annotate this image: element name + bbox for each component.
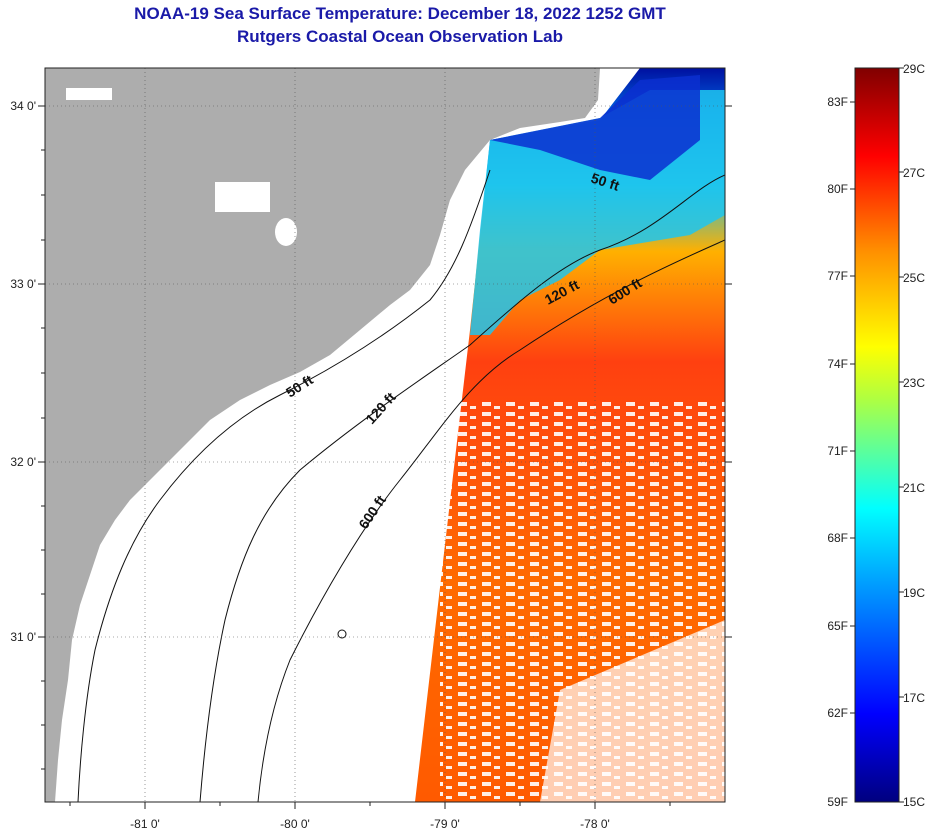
inland-water (275, 218, 297, 246)
colorbar-c-label: 27C (903, 166, 925, 180)
colorbar (854, 67, 900, 803)
colorbar-c-label: 17C (903, 691, 925, 705)
colorbar-c-label: 23C (903, 376, 925, 390)
colorbar-c-label: 21C (903, 481, 925, 495)
inland-water (66, 88, 112, 100)
colorbar-c-label: 15C (903, 795, 925, 809)
graticule (45, 68, 725, 802)
colorbar-ticks (850, 67, 904, 803)
colorbar-f-label: 77F (827, 269, 848, 283)
contour-seamount (337, 629, 347, 639)
lat-label: 33 0' (10, 277, 36, 291)
cold-nearshore-water (490, 75, 700, 180)
contour-120ft (199, 174, 725, 802)
colorbar-f-label: 80F (827, 182, 848, 196)
inland-water (215, 182, 270, 212)
contour-50ft (77, 169, 491, 802)
map-subtitle: Rutgers Coastal Ocean Observation Lab (237, 27, 563, 46)
lon-label: -78 0' (580, 817, 610, 831)
colorbar-f-label: 71F (827, 444, 848, 458)
axis-ticks (38, 105, 732, 809)
map-frame (44, 67, 726, 803)
land-area (45, 68, 600, 802)
colorbar-f-label: 74F (827, 357, 848, 371)
colorbar-c-label: 25C (903, 271, 925, 285)
lon-label: -81 0' (130, 817, 160, 831)
colorbar-c-label: 19C (903, 586, 925, 600)
lat-label: 31 0' (10, 630, 36, 644)
colorbar-f-label: 68F (827, 531, 848, 545)
lon-label: -80 0' (280, 817, 310, 831)
colorbar-f-label: 65F (827, 619, 848, 633)
colorbar-f-label: 59F (827, 795, 848, 809)
colorbar-f-label: 83F (827, 95, 848, 109)
lon-label: -79 0' (430, 817, 460, 831)
contour-600ft (257, 239, 725, 802)
map-title: NOAA-19 Sea Surface Temperature: Decembe… (134, 4, 666, 23)
colorbar-f-label: 62F (827, 706, 848, 720)
colorbar-c-label: 29C (903, 62, 925, 76)
lat-label: 34 0' (10, 99, 36, 113)
cloud-cover-south (540, 620, 725, 802)
lat-label: 32 0' (10, 455, 36, 469)
